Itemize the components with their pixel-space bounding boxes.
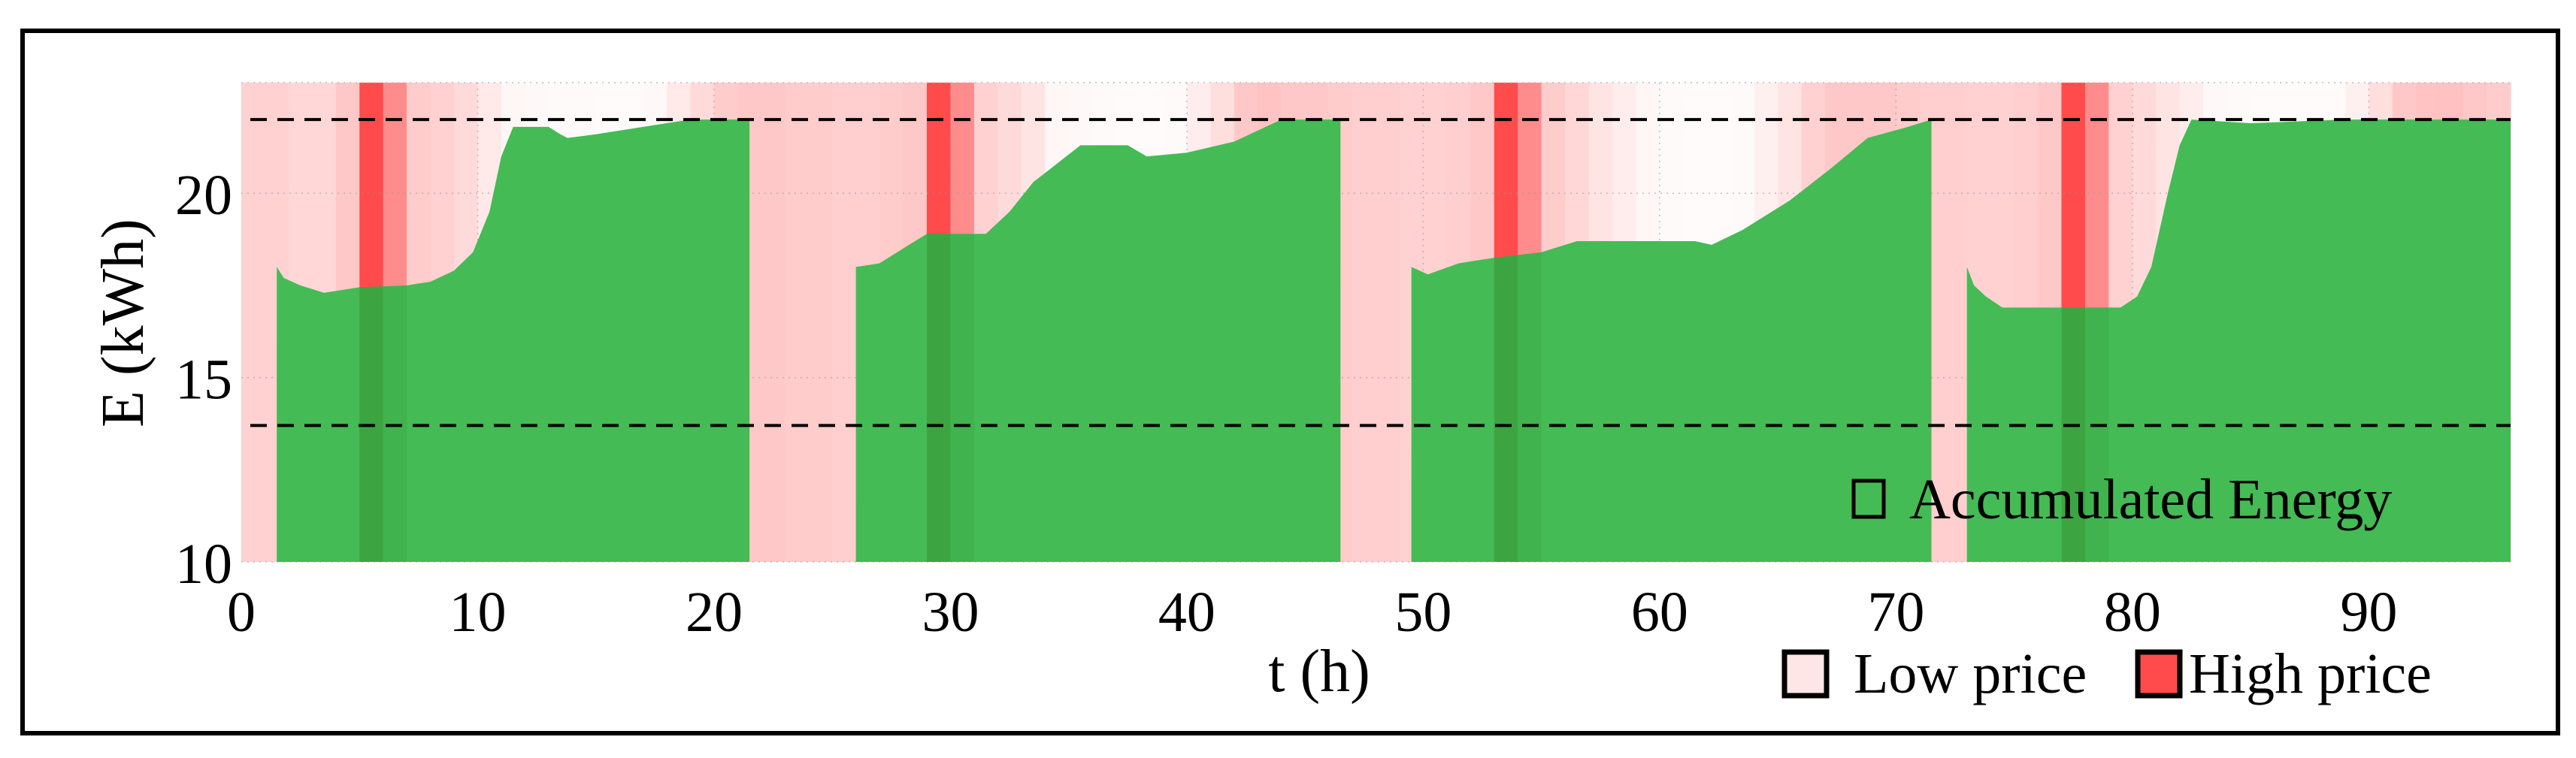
legend-accumulated-energy: Accumulated Energy xyxy=(1851,468,2392,531)
price-band xyxy=(785,83,810,562)
x-tick-label: 80 xyxy=(2104,581,2161,644)
y-axis-label: E (kWh) xyxy=(90,219,156,427)
price-band xyxy=(832,83,857,562)
energy-area-segment xyxy=(1411,119,1932,563)
legend-low-price-swatch xyxy=(1781,649,1830,699)
legend-high-price-label: High price xyxy=(2189,642,2432,705)
x-tick-label: 20 xyxy=(686,581,743,644)
y-axis-ticks: 10 15 20 xyxy=(175,164,232,596)
x-tick-label: 30 xyxy=(922,581,979,644)
legend-energy-swatch xyxy=(1851,479,1886,519)
energy-area-segment xyxy=(277,119,750,563)
x-tick-label: 70 xyxy=(1867,581,1924,644)
y-tick-label: 15 xyxy=(175,349,232,412)
x-tick-label: 10 xyxy=(449,581,506,644)
accumulated-energy-areas xyxy=(277,119,2511,563)
price-band xyxy=(761,83,786,562)
reference-lines xyxy=(250,118,2511,427)
legend-price: Low price High price xyxy=(1781,642,2432,705)
x-tick-label: 50 xyxy=(1394,581,1451,644)
x-axis-ticks: 0 10 20 30 40 50 60 70 80 90 xyxy=(227,581,2397,644)
legend-low-price-label: Low price xyxy=(1854,642,2087,705)
price-band xyxy=(241,83,266,562)
x-tick-label: 90 xyxy=(2340,581,2397,644)
price-band xyxy=(1376,83,1400,562)
price-band xyxy=(1943,83,1968,562)
x-tick-label: 40 xyxy=(1158,581,1215,644)
x-tick-label: 60 xyxy=(1631,581,1688,644)
x-axis-label: t (h) xyxy=(1268,639,1370,705)
price-band xyxy=(808,83,833,562)
legend-high-price-swatch xyxy=(2135,649,2183,699)
x-tick-label: 0 xyxy=(227,581,256,644)
y-tick-label: 10 xyxy=(175,533,232,596)
y-tick-label: 20 xyxy=(175,164,232,227)
legend-energy-label: Accumulated Energy xyxy=(1909,468,2392,531)
energy-area-segment xyxy=(855,119,1341,563)
price-band xyxy=(1352,83,1377,562)
energy-area-segment xyxy=(1966,119,2511,563)
